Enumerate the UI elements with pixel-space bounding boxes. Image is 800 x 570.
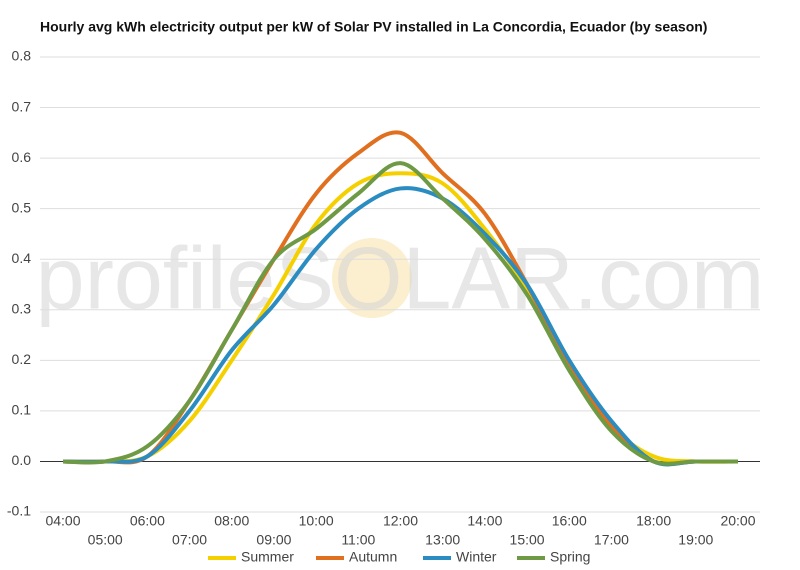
watermark-sun bbox=[332, 238, 412, 318]
y-tick-label: 0.3 bbox=[12, 300, 32, 316]
legend-label: Autumn bbox=[349, 549, 397, 565]
y-tick-label: 0.0 bbox=[12, 452, 32, 468]
series-line bbox=[62, 161, 738, 466]
series-line bbox=[62, 186, 738, 467]
x-tick-label: 04:00 bbox=[45, 513, 80, 529]
x-tick-label: 09:00 bbox=[256, 532, 291, 548]
x-tick-label: 05:00 bbox=[88, 532, 123, 548]
x-tick-label: 12:00 bbox=[383, 513, 418, 529]
x-tick-label: 10:00 bbox=[299, 513, 334, 529]
x-tick-label: 19:00 bbox=[678, 532, 713, 548]
x-tick-label: 13:00 bbox=[425, 532, 460, 548]
x-tick-label: 18:00 bbox=[636, 513, 671, 529]
watermark: profileSOLAR.com bbox=[36, 228, 765, 327]
x-tick-label: 11:00 bbox=[341, 532, 375, 548]
y-tick-label: 0.1 bbox=[12, 402, 32, 418]
y-tick-label: 0.7 bbox=[12, 98, 32, 114]
y-tick-label: 0.4 bbox=[12, 250, 32, 266]
x-tick-label: 15:00 bbox=[510, 532, 545, 548]
y-tick-label: 0.8 bbox=[12, 48, 32, 64]
x-tick-label: 17:00 bbox=[594, 532, 629, 548]
legend-label: Spring bbox=[550, 549, 590, 565]
y-tick-label: 0.6 bbox=[12, 149, 32, 165]
x-tick-label: 08:00 bbox=[214, 513, 249, 529]
x-tick-label: 16:00 bbox=[552, 513, 587, 529]
y-tick-label: -0.1 bbox=[7, 503, 31, 519]
legend-label: Winter bbox=[456, 549, 497, 565]
x-tick-label: 14:00 bbox=[467, 513, 502, 529]
x-tick-label: 06:00 bbox=[130, 513, 165, 529]
x-tick-label: 20:00 bbox=[720, 513, 755, 529]
y-tick-label: 0.5 bbox=[12, 199, 32, 215]
legend-label: Summer bbox=[241, 549, 294, 565]
y-tick-label: 0.2 bbox=[12, 351, 32, 367]
x-tick-label: 07:00 bbox=[172, 532, 207, 548]
chart-title: Hourly avg kWh electricity output per kW… bbox=[40, 19, 707, 35]
